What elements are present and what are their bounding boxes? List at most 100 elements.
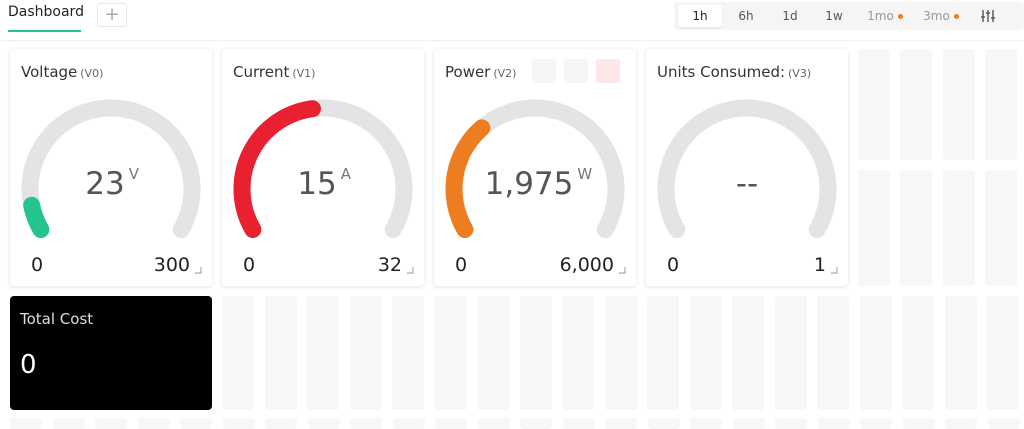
gauge-card: Units Consumed: (V3) -- 0 1 [646, 49, 848, 286]
gauge-value: -- [736, 166, 758, 202]
placeholder-cell [350, 418, 382, 429]
placeholder-cell [943, 170, 975, 286]
gauge-unit: A [341, 165, 352, 183]
gauge-pin: (V1) [292, 67, 316, 80]
placeholder-cell [562, 296, 594, 410]
gauge-min: 0 [31, 254, 43, 276]
gauge-arc [23, 196, 50, 238]
placeholder-cell [732, 418, 765, 429]
placeholder-cell [775, 418, 807, 429]
placeholder-cell [902, 296, 934, 410]
gauge-pin: (V0) [80, 67, 104, 80]
placeholder-cell [307, 418, 340, 429]
placeholder-cell [435, 418, 467, 429]
placeholder-cell [900, 49, 932, 160]
gauge-max: 1 [814, 254, 826, 276]
placeholder-cell [690, 418, 722, 429]
gauge-arc [233, 100, 321, 238]
placeholder-cell [222, 418, 255, 429]
placeholder-cell [180, 418, 212, 429]
time-range-label: 3mo [923, 9, 950, 23]
placeholder-cell [95, 418, 127, 429]
placeholder-cell [900, 170, 932, 286]
placeholder-cell [265, 418, 297, 429]
resize-handle [619, 267, 626, 274]
gauge-title-text: Power [445, 63, 491, 81]
gauge-max: 32 [378, 254, 402, 276]
time-range-button[interactable]: 3mo [916, 5, 966, 27]
resize-handle [407, 267, 414, 274]
gauge-max: 300 [154, 254, 190, 276]
placeholder-cell [817, 296, 849, 410]
placeholder-cell [647, 296, 679, 410]
widget-icon [532, 59, 556, 83]
placeholder-cell [519, 296, 552, 410]
gauge-track [21, 99, 201, 238]
placeholder-cell [985, 170, 1017, 286]
placeholder-cell [985, 49, 1017, 160]
gauge-unit: V [129, 165, 140, 183]
time-range-button[interactable]: 1d [770, 5, 810, 27]
placeholder-cell [477, 418, 510, 429]
time-range-button[interactable]: 1w [814, 5, 854, 27]
gauge-title: Units Consumed: (V3) [657, 63, 811, 81]
placeholder-cell [732, 296, 764, 410]
gauge-card: Current (V1) 15 A 0 32 [222, 49, 424, 286]
placeholder-cell [860, 418, 892, 429]
gauge-arc [445, 119, 491, 238]
placeholder-cell [944, 296, 977, 410]
placeholder-cell [562, 418, 595, 429]
gauge-min: 0 [455, 254, 467, 276]
placeholder-cell [434, 296, 467, 410]
add-tab-button[interactable]: + [97, 3, 127, 27]
placeholder-cell [264, 296, 297, 410]
placeholder-cell [902, 418, 935, 429]
total-cost-title: Total Cost [20, 310, 94, 328]
gauge: -- 0 1 [657, 99, 838, 276]
gauge-card: Voltage (V0) 23 V 0 300 [10, 49, 212, 286]
placeholder-cell [647, 418, 680, 429]
placeholder-cell [858, 170, 890, 286]
placeholder-cell [10, 418, 42, 429]
placeholder-cell [859, 296, 892, 410]
gauge-value: 15 [297, 166, 336, 202]
gauge-card: Power (V2) 1,975 W 0 6,000 [434, 49, 636, 286]
placeholder-cell [392, 418, 425, 429]
resize-handle [195, 267, 202, 274]
placeholder-cell [392, 296, 424, 410]
placeholder-cell [858, 49, 890, 160]
placeholder-cell [817, 418, 850, 429]
gauge-unit: W [577, 165, 592, 183]
gauge-title: Power (V2) [445, 63, 516, 81]
placeholder-cell [520, 418, 552, 429]
total-cost-value: 0 [20, 350, 37, 380]
gauge-track [657, 99, 837, 238]
tab-underline [8, 30, 81, 32]
placeholder-cell [52, 418, 85, 429]
widget-icon [596, 59, 620, 83]
resize-handle [831, 267, 838, 274]
gauge: 1,975 W 0 6,000 [445, 99, 626, 276]
divider [0, 40, 1024, 41]
placeholder-cell [605, 418, 637, 429]
time-range-label: 1h [692, 9, 708, 23]
placeholder-cell [137, 418, 170, 429]
time-range-label: 6h [738, 9, 754, 23]
dashboard-tab[interactable]: Dashboard [8, 4, 84, 20]
gauge-max: 6,000 [560, 254, 614, 276]
gauge-min: 0 [243, 254, 255, 276]
time-range-button[interactable]: 1mo [860, 5, 910, 27]
placeholder-cell [307, 296, 339, 410]
range-dot [953, 14, 959, 19]
settings-icon[interactable] [980, 8, 996, 24]
placeholder-cell [349, 296, 382, 410]
gauge-value: 1,975 [485, 166, 574, 202]
gauge: 15 A 0 32 [233, 99, 414, 276]
time-range-button[interactable]: 1h [678, 5, 722, 27]
placeholder-cell [987, 296, 1019, 410]
gauge-title: Voltage (V0) [21, 63, 103, 81]
placeholder-cell [774, 296, 807, 410]
time-range-button[interactable]: 6h [726, 5, 766, 27]
time-range-bar: 1h 6h 1d 1w 1mo 3mo [674, 2, 1024, 30]
